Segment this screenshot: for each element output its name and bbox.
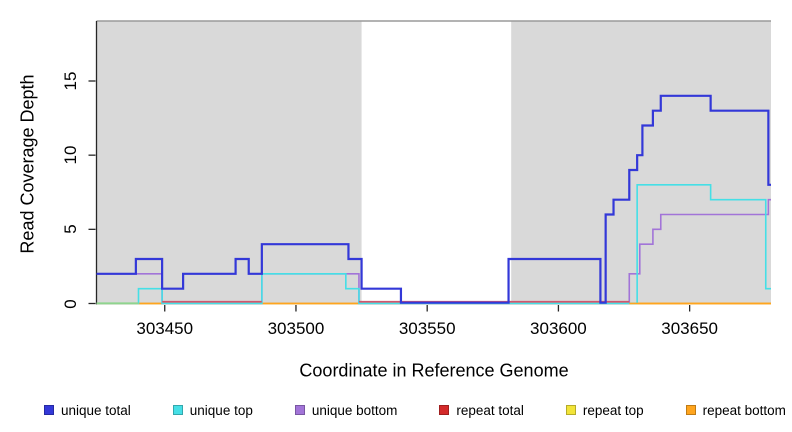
x-tick-label-303550: 303550 xyxy=(398,319,456,338)
y-axis-title: Read Coverage Depth xyxy=(17,74,38,254)
legend-item-repeat-top: repeat top xyxy=(565,402,644,418)
y-tick-label-15: 15 xyxy=(61,71,80,91)
legend-label: repeat bottom xyxy=(702,402,786,418)
legend-item-unique-total: unique total xyxy=(44,403,131,418)
legend-item-unique-top: unique top xyxy=(172,402,253,418)
x-tick-label-303650: 303650 xyxy=(661,319,718,338)
legend-item-repeat-bottom: repeat bottom xyxy=(685,402,786,418)
legend: unique total unique top unique bottom re… xyxy=(44,399,786,421)
legend-label: unique top xyxy=(189,402,253,418)
y-tick-label-5: 5 xyxy=(61,224,80,235)
y-tick-label-10: 10 xyxy=(61,145,80,165)
legend-swatch-unique-bottom xyxy=(294,405,305,415)
legend-swatch-repeat-total xyxy=(439,405,450,415)
legend-label: unique bottom xyxy=(311,402,398,418)
legend-label: unique total xyxy=(61,402,131,418)
legend-swatch-unique-top xyxy=(172,405,183,415)
legend-swatch-repeat-top xyxy=(565,405,576,415)
legend-swatch-unique-total xyxy=(44,405,54,415)
legend-item-unique-bottom: unique bottom xyxy=(294,402,398,418)
y-tick-label-0: 0 xyxy=(61,298,80,309)
x-axis-title: Coordinate in Reference Genome xyxy=(299,360,569,381)
legend-label: repeat top xyxy=(582,402,644,418)
x-tick-label-303600: 303600 xyxy=(530,319,587,338)
x-tick-label-303450: 303450 xyxy=(136,319,194,338)
legend-swatch-repeat-bottom xyxy=(685,405,696,415)
x-tick-label-303500: 303500 xyxy=(267,319,325,338)
legend-label: repeat total xyxy=(456,402,524,418)
legend-item-repeat-total: repeat total xyxy=(439,403,524,418)
